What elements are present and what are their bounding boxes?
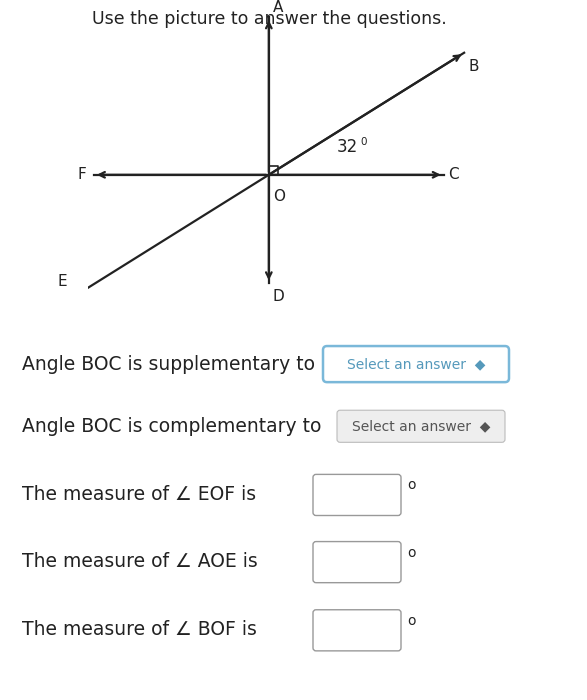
FancyBboxPatch shape <box>313 610 401 651</box>
Text: o: o <box>407 545 416 559</box>
Text: B: B <box>468 59 479 74</box>
FancyBboxPatch shape <box>323 346 509 382</box>
Text: F: F <box>77 167 86 182</box>
FancyBboxPatch shape <box>313 475 401 515</box>
Text: A: A <box>273 1 284 15</box>
Text: O: O <box>273 189 285 204</box>
Text: Angle BOC is complementary to: Angle BOC is complementary to <box>22 416 321 436</box>
Text: Use the picture to answer the questions.: Use the picture to answer the questions. <box>92 10 447 28</box>
Text: o: o <box>407 614 416 628</box>
Text: o: o <box>407 478 416 492</box>
FancyBboxPatch shape <box>313 542 401 582</box>
Text: The measure of ∠ EOF is: The measure of ∠ EOF is <box>22 485 256 504</box>
Text: E: E <box>58 274 68 288</box>
Text: 32: 32 <box>337 138 358 156</box>
FancyBboxPatch shape <box>337 410 505 442</box>
Text: D: D <box>273 289 285 304</box>
Text: The measure of ∠ AOE is: The measure of ∠ AOE is <box>22 552 258 571</box>
Text: C: C <box>448 167 458 182</box>
Text: Angle BOC is supplementary to: Angle BOC is supplementary to <box>22 355 315 374</box>
Text: Select an answer  ◆: Select an answer ◆ <box>347 357 485 371</box>
Text: Select an answer  ◆: Select an answer ◆ <box>352 419 490 433</box>
Text: The measure of ∠ BOF is: The measure of ∠ BOF is <box>22 620 257 639</box>
Text: 0: 0 <box>360 137 367 147</box>
